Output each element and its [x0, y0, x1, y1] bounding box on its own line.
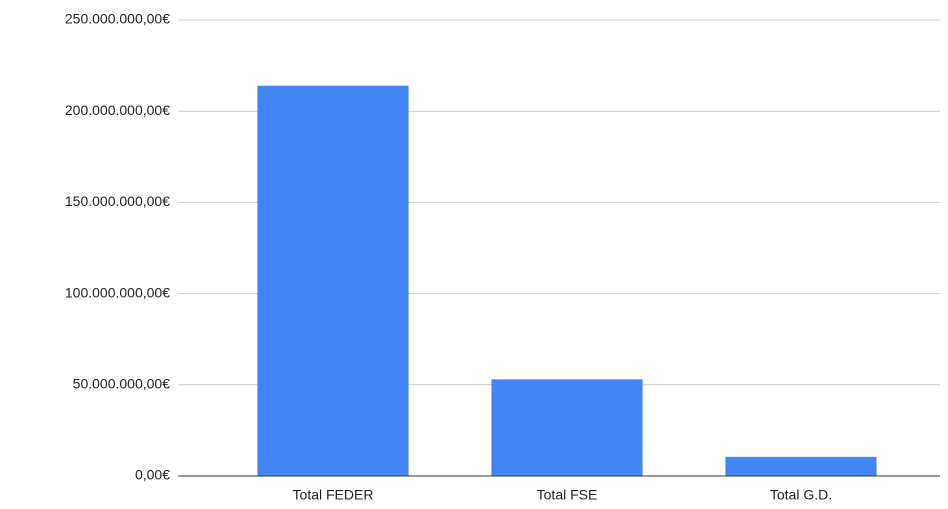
- x-tick-label: Total G.D.: [770, 487, 832, 503]
- bar: [725, 456, 877, 476]
- y-tick-label: 200.000.000,00€: [65, 102, 170, 118]
- x-tick-label: Total FSE: [537, 487, 598, 503]
- y-tick-label: 50.000.000,00€: [73, 376, 171, 392]
- y-tick-label: 150.000.000,00€: [65, 193, 170, 209]
- y-tick-label: 0,00€: [135, 467, 170, 483]
- x-tick-label: Total FEDER: [293, 487, 374, 503]
- y-tick-label: 250.000.000,00€: [65, 11, 170, 27]
- y-tick-label: 100.000.000,00€: [65, 284, 170, 300]
- bar: [257, 85, 409, 476]
- bar: [491, 379, 643, 476]
